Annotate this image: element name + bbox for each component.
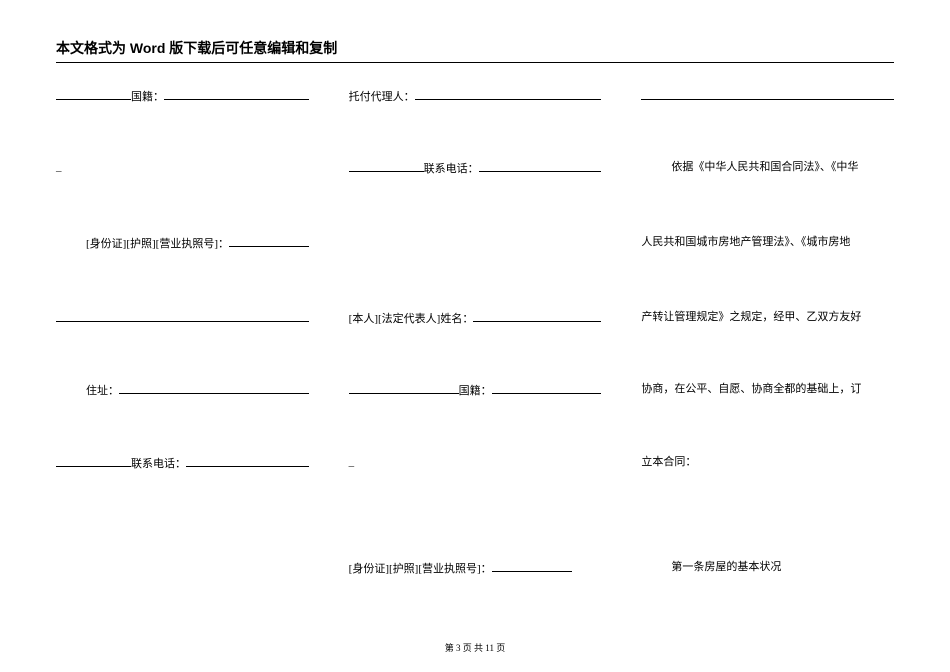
c3-row2: 依据《中华人民共和国合同法》、《中华 [641,160,894,175]
c1-row4 [56,310,309,322]
c2-row6: _ [349,455,602,470]
c3-row5: 协商，在公平、自愿、协商全都的基础上，订 [641,382,894,397]
page-footer: 第 3 页 共 11 页 [0,641,950,654]
c2-r5-label: 国籍： [459,384,492,399]
c3-row4: 产转让管理规定》之规定，经甲、乙双方友好 [641,310,894,325]
c1-row6: 联系电话： [56,455,309,472]
c1-r5-label: 住址： [86,384,119,399]
c1-row2: _ [56,160,309,175]
c2-r6-dash: _ [349,455,355,470]
column-1: 国籍： _ [身份证][护照][营业执照号]： 住址： 联系电话： [56,70,309,632]
c3-r7-text: 第一条房屋的基本状况 [671,560,781,575]
column-2: 托付代理人： 联系电话： [本人][法定代表人]姓名： 国籍： _ [身份证][… [349,70,602,632]
c1-r6-label: 联系电话： [131,457,186,472]
c2-r4-label: [本人][法定代表人]姓名： [349,312,474,327]
c1-r2-dash: _ [56,160,62,175]
c3-row1 [641,88,894,100]
c1-row5: 住址： [56,382,309,399]
page-header: 本文格式为 Word 版下载后可任意编辑和复制 [56,38,894,63]
c3-row6: 立本合同： [641,455,894,470]
c2-r7-label: [身份证][护照][营业执照号]： [349,562,492,577]
content-area: 国籍： _ [身份证][护照][营业执照号]： 住址： 联系电话： 托付代理人： [56,70,894,632]
c2-r1-label: 托付代理人： [349,90,415,105]
c3-r2-text: 依据《中华人民共和国合同法》、《中华 [671,160,858,175]
c3-r3-text: 人民共和国城市房地产管理法》、《城市房地 [641,235,850,250]
c1-row1: 国籍： [56,88,309,105]
c3-r4-text: 产转让管理规定》之规定，经甲、乙双方友好 [641,310,861,325]
c2-r2-label: 联系电话： [424,162,479,177]
c3-row7: 第一条房屋的基本状况 [641,560,894,575]
c3-r5-text: 协商，在公平、自愿、协商全都的基础上，订 [641,382,861,397]
c2-row4: [本人][法定代表人]姓名： [349,310,602,327]
c1-r3-label: [身份证][护照][营业执照号]： [86,237,229,252]
c2-row1: 托付代理人： [349,88,602,105]
c3-r6-text: 立本合同： [641,455,696,470]
c2-row2: 联系电话： [349,160,602,177]
c1-row3: [身份证][护照][营业执照号]： [56,235,309,252]
column-3: 依据《中华人民共和国合同法》、《中华 人民共和国城市房地产管理法》、《城市房地 … [641,70,894,632]
c1-r1-label: 国籍： [131,90,164,105]
c2-row5: 国籍： [349,382,602,399]
c2-row7: [身份证][护照][营业执照号]： [349,560,602,577]
c3-row3: 人民共和国城市房地产管理法》、《城市房地 [641,235,894,250]
